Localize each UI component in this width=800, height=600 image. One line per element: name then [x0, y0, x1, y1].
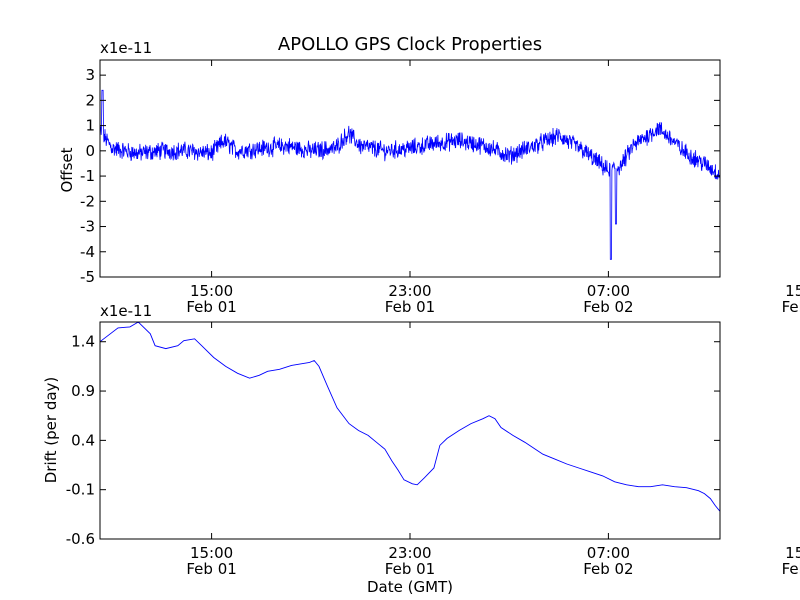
x-tick-date-label: Feb 01: [385, 560, 435, 578]
y-tick-label: -0.1: [66, 481, 95, 499]
x-tick-date-label: Feb 02: [782, 560, 800, 578]
y-tick-label: -4: [80, 243, 95, 261]
drift-axes: x1e-11 Drift (per day) 1.4 0.9 0.4 -0.1 -0.6…: [42, 302, 800, 596]
x-tick-time-label: 07:00: [587, 544, 630, 562]
y-tick-label: 1: [85, 117, 95, 135]
x-tick-time-label: 07:00: [587, 282, 630, 300]
x-tick-date-label: Feb 01: [186, 560, 236, 578]
x-tick-time-label: 23:00: [388, 544, 431, 562]
y-tick-label: -5: [80, 268, 95, 286]
y-tick-label: 2: [85, 91, 95, 109]
y-tick-label: 0: [85, 142, 95, 160]
offset-y-axis-label: Offset: [58, 147, 76, 192]
drift-line: [99, 321, 721, 512]
y-tick-label: 0.9: [71, 382, 95, 400]
x-tick-time-label: 23:00: [388, 282, 431, 300]
y-tick-label: 0.4: [71, 431, 95, 449]
x-tick-date-label: Feb 01: [186, 298, 236, 316]
offset-multiplier-label: x1e-11: [100, 39, 152, 57]
drift-series: [99, 321, 721, 512]
x-tick-time-label: 15:00: [190, 282, 233, 300]
y-tick-label: 1.4: [71, 333, 95, 351]
chart-title: APOLLO GPS Clock Properties: [278, 34, 542, 55]
x-tick-date-label: Feb 02: [583, 560, 633, 578]
offset-axes-frame: [99, 59, 721, 278]
x-tick-date-label: Feb 02: [583, 298, 633, 316]
y-tick-label: -3: [80, 218, 95, 236]
y-tick-label: -0.6: [66, 530, 95, 548]
y-tick-label: -1: [80, 167, 95, 185]
x-tick-date-label: Feb 02: [782, 298, 800, 316]
drift-y-axis-label: Drift (per day): [42, 377, 60, 484]
x-tick-time-label: 15:00: [785, 544, 800, 562]
offset-y-ticks: 3 2 1 0 -1 -2 -3 -4 -5: [80, 66, 720, 286]
y-tick-label: -2: [80, 192, 95, 210]
x-tick-time-label: 15:00: [190, 544, 233, 562]
x-tick-time-label: 15:00: [785, 282, 800, 300]
drift-axes-frame: [99, 321, 721, 540]
offset-series: [99, 89, 721, 260]
drift-x-axis-label: Date (GMT): [367, 578, 453, 596]
x-tick-date-label: Feb 01: [385, 298, 435, 316]
y-tick-label: 3: [85, 66, 95, 84]
offset-line: [99, 89, 721, 260]
drift-multiplier-label: x1e-11: [100, 302, 152, 320]
drift-y-ticks: 1.4 0.9 0.4 -0.1 -0.6: [66, 333, 720, 548]
